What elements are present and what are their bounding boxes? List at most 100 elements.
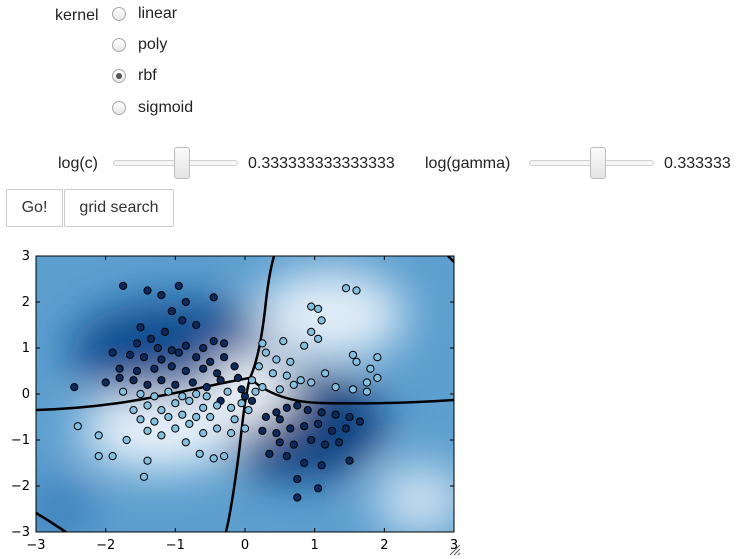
light-point [268, 369, 277, 378]
dark-point [230, 362, 239, 371]
dark-point [282, 403, 291, 412]
radio-rbf[interactable] [112, 69, 126, 83]
light-point [192, 412, 201, 422]
light-point [251, 387, 260, 396]
light-point [139, 472, 149, 481]
resize-handle-icon[interactable] [449, 544, 461, 556]
light-point [348, 385, 358, 394]
y-tick-label: 3 [22, 249, 30, 264]
dark-point [174, 348, 183, 357]
light-point [136, 415, 145, 424]
dark-point [307, 435, 316, 445]
dark-point [300, 422, 309, 431]
light-point [258, 339, 267, 348]
light-point [122, 435, 131, 445]
data-points [70, 281, 382, 502]
light-point [321, 369, 330, 378]
radio-sigmoid[interactable] [112, 101, 126, 115]
dark-point [199, 364, 208, 373]
light-point [348, 350, 358, 360]
dark-point [209, 337, 218, 346]
dark-point [275, 438, 284, 447]
light-point [307, 378, 316, 387]
radio-label-poly: poly [138, 36, 168, 53]
kernel-option-rbf[interactable]: rbf [112, 65, 157, 87]
kernel-option-poly[interactable]: poly [112, 34, 167, 56]
dark-point [199, 343, 208, 353]
light-point [213, 401, 222, 410]
light-point [240, 424, 250, 433]
dark-point [129, 376, 138, 385]
light-point [129, 406, 138, 415]
dark-point [132, 366, 142, 376]
light-point [279, 337, 288, 346]
dark-point [150, 364, 159, 373]
kernel-option-sigmoid[interactable]: sigmoid [112, 97, 193, 119]
light-point [275, 385, 284, 394]
dark-point [157, 376, 166, 385]
light-point [258, 383, 267, 392]
dark-point [192, 353, 201, 362]
light-point [171, 424, 180, 433]
dark-point [331, 410, 340, 419]
dark-point [167, 362, 176, 371]
loggamma-slider-handle[interactable] [589, 147, 606, 179]
light-point [171, 399, 180, 408]
light-point [314, 304, 323, 314]
grid-search-button[interactable]: grid search [64, 189, 174, 227]
dark-point [181, 297, 190, 307]
light-point [157, 406, 166, 415]
light-point [362, 378, 371, 387]
logc-slider-handle[interactable] [173, 147, 190, 179]
light-point [150, 392, 159, 401]
dark-point [181, 366, 190, 376]
light-point [314, 334, 323, 343]
dark-point [328, 426, 337, 435]
light-point [289, 380, 298, 389]
dark-point [202, 383, 211, 392]
dark-point [188, 378, 197, 387]
logc-label: log(c) [58, 155, 99, 172]
dark-point [167, 346, 176, 355]
light-point [247, 376, 257, 385]
light-point [199, 403, 208, 412]
light-point [185, 396, 194, 405]
go-button[interactable]: Go! [6, 189, 63, 227]
logc-value: 0.333333333333333 [248, 155, 395, 172]
dark-point [136, 323, 145, 332]
light-point [366, 364, 375, 373]
light-point [192, 389, 201, 399]
dark-point [272, 429, 281, 438]
light-point [164, 412, 173, 422]
dark-point [286, 424, 295, 433]
dark-point [126, 350, 135, 360]
x-tick-label: 1 [311, 538, 319, 553]
light-point [227, 429, 236, 438]
light-point [143, 401, 152, 410]
light-point [119, 387, 128, 396]
dark-point [139, 353, 149, 362]
light-point [220, 452, 229, 461]
dark-point [289, 440, 298, 449]
dark-point [314, 484, 323, 493]
light-point [373, 373, 382, 382]
loggamma-label: log(gamma) [425, 155, 511, 172]
kernel-option-linear[interactable]: linear [112, 3, 177, 25]
dark-point [293, 493, 302, 502]
light-point [108, 452, 117, 461]
dark-point [153, 343, 162, 353]
light-point [143, 456, 152, 465]
y-tick-label: 1 [22, 341, 30, 356]
light-point [352, 357, 361, 366]
radio-label-sigmoid: sigmoid [138, 99, 194, 116]
radio-poly[interactable] [112, 38, 126, 52]
radio-linear[interactable] [112, 7, 126, 21]
x-tick-label: 0 [241, 538, 249, 553]
light-point [227, 403, 236, 412]
light-point [254, 362, 263, 371]
light-point [373, 353, 382, 362]
radio-label-rbf: rbf [138, 67, 157, 84]
dark-point [143, 286, 152, 295]
dark-point [237, 385, 246, 394]
dark-point [300, 458, 309, 468]
